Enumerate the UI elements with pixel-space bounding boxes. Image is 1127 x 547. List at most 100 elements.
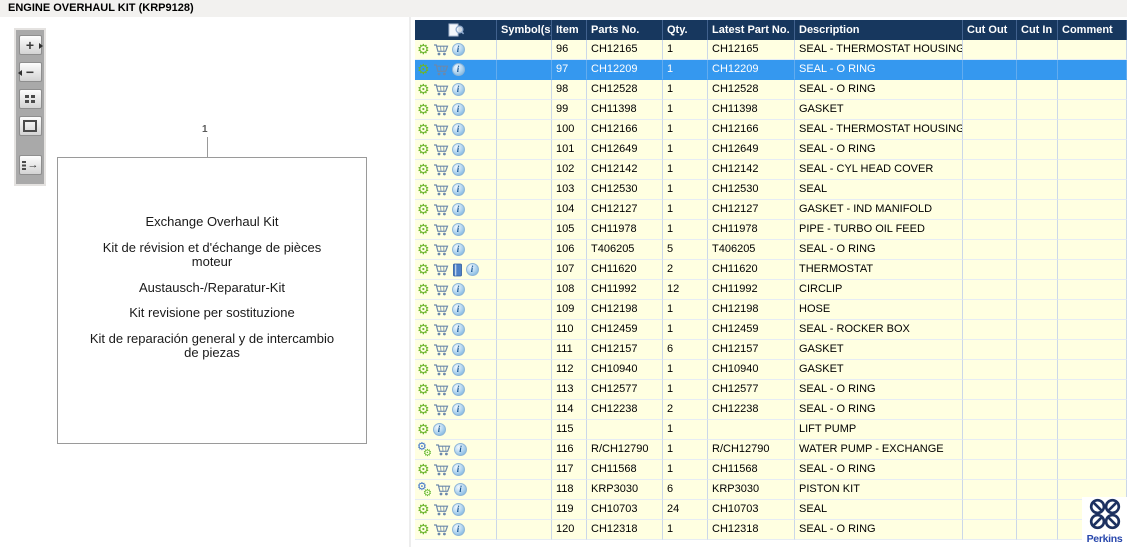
table-row[interactable]: ⚙ i 104 CH12127 1 CH12127 GASKET - IND MANIFOL…	[415, 200, 1127, 220]
add-to-cart-icon[interactable]	[433, 83, 449, 96]
pane-splitter[interactable]	[409, 17, 411, 547]
part-options-gear-icon[interactable]: ⚙	[417, 401, 430, 418]
column-header-cut-in[interactable]: Cut In	[1017, 20, 1058, 40]
add-to-cart-icon[interactable]	[433, 43, 449, 56]
part-options-gear-icon[interactable]: ⚙	[417, 41, 430, 58]
table-row[interactable]: ⚙ i 113 CH12577 1 CH12577 SEAL - O RING	[415, 380, 1127, 400]
part-info-icon[interactable]: i	[432, 423, 446, 436]
part-info-icon[interactable]: i	[451, 123, 465, 136]
part-info-icon[interactable]: i	[451, 163, 465, 176]
part-info-icon[interactable]: i	[451, 403, 465, 416]
part-info-icon[interactable]: i	[451, 383, 465, 396]
part-options-gear-icon[interactable]: ⚙	[417, 301, 430, 318]
table-row[interactable]: ⚙ i 106 T406205 5 T406205 SEAL - O RING	[415, 240, 1127, 260]
part-options-gear-icon[interactable]: ⚙	[417, 461, 430, 478]
zoom-out-button[interactable]: −	[17, 62, 42, 82]
part-info-icon[interactable]: i	[451, 463, 465, 476]
table-row[interactable]: ⚙ i 111 CH12157 6 CH12157 GASKET	[415, 340, 1127, 360]
table-row[interactable]: ⚙ i 103 CH12530 1 CH12530 SEAL	[415, 180, 1127, 200]
part-options-gear-icon[interactable]: ⚙	[417, 241, 430, 258]
part-options-gear-icon[interactable]: ⚙	[417, 501, 430, 518]
add-to-cart-icon[interactable]	[433, 523, 449, 536]
part-options-gear-icon[interactable]: ⚙	[417, 421, 430, 438]
part-info-icon[interactable]: i	[451, 203, 465, 216]
table-row[interactable]: ⚙ i 119 CH10703 24 CH10703 SEAL	[415, 500, 1127, 520]
part-info-icon[interactable]: i	[451, 63, 465, 76]
table-row[interactable]: ⚙ i 101 CH12649 1 CH12649 SEAL - O RING	[415, 140, 1127, 160]
part-options-gear-icon[interactable]: ⚙	[417, 281, 430, 298]
add-to-cart-icon[interactable]	[433, 63, 449, 76]
table-row[interactable]: ⚙ i 108 CH11992 12 CH11992 CIRCLIP	[415, 280, 1127, 300]
add-to-cart-icon[interactable]	[433, 183, 449, 196]
tile-view-button[interactable]	[18, 89, 42, 109]
part-options-gear-icon[interactable]: ⚙	[417, 221, 430, 238]
table-row[interactable]: ⚙ i 110 CH12459 1 CH12459 SEAL - ROCKER BOX	[415, 320, 1127, 340]
part-options-gear-icon[interactable]: ⚙	[417, 261, 430, 278]
column-header-symbols[interactable]: Symbol(s)	[497, 20, 552, 40]
column-header-cut-out[interactable]: Cut Out	[963, 20, 1017, 40]
part-info-icon[interactable]: i	[451, 363, 465, 376]
table-row[interactable]: ⚙ i 102 CH12142 1 CH12142 SEAL - CYL HEAD COVE…	[415, 160, 1127, 180]
table-row[interactable]: ⚙ i 97 CH12209 1 CH12209 SEAL - O RING	[415, 60, 1127, 80]
table-row[interactable]: ⚙ i 96 CH12165 1 CH12165 SEAL - THERMOSTAT HOU…	[415, 40, 1127, 60]
column-header-description[interactable]: Description	[795, 20, 963, 40]
table-row[interactable]: ⚙ i 117 CH11568 1 CH11568 SEAL - O RING	[415, 460, 1127, 480]
add-to-cart-icon[interactable]	[433, 363, 449, 376]
table-row[interactable]: ⚙ i 112 CH10940 1 CH10940 GASKET	[415, 360, 1127, 380]
exchange-part-gears-icon[interactable]: ⚙ ⚙	[417, 440, 432, 459]
part-options-gear-icon[interactable]: ⚙	[417, 201, 430, 218]
part-info-icon[interactable]: i	[465, 263, 479, 276]
column-header-qty[interactable]: Qty.	[663, 20, 708, 40]
part-options-gear-icon[interactable]: ⚙	[417, 161, 430, 178]
part-options-gear-icon[interactable]: ⚙	[417, 81, 430, 98]
add-to-cart-icon[interactable]	[433, 243, 449, 256]
part-info-icon[interactable]: i	[451, 143, 465, 156]
add-to-cart-icon[interactable]	[433, 143, 449, 156]
add-to-cart-icon[interactable]	[433, 503, 449, 516]
add-to-cart-icon[interactable]	[433, 323, 449, 336]
part-info-icon[interactable]: i	[451, 223, 465, 236]
add-to-cart-icon[interactable]	[435, 443, 451, 456]
part-options-gear-icon[interactable]: ⚙	[417, 361, 430, 378]
table-row[interactable]: ⚙ i 100 CH12166 1 CH12166 SEAL - THERMOSTAT HO…	[415, 120, 1127, 140]
zoom-in-button[interactable]: +	[18, 35, 43, 55]
add-to-cart-icon[interactable]	[433, 283, 449, 296]
table-row[interactable]: ⚙ ⚙ i 118 KRP3030 6 KRP3030 PISTON KIT	[415, 480, 1127, 500]
exchange-part-gears-icon[interactable]: ⚙ ⚙	[417, 480, 432, 499]
add-to-cart-icon[interactable]	[435, 483, 451, 496]
table-row[interactable]: ⚙ i 120 CH12318 1 CH12318 SEAL - O RING	[415, 520, 1127, 540]
add-to-cart-icon[interactable]	[433, 403, 449, 416]
part-options-gear-icon[interactable]: ⚙	[417, 341, 430, 358]
part-options-gear-icon[interactable]: ⚙	[417, 321, 430, 338]
part-info-icon[interactable]: i	[451, 323, 465, 336]
part-info-icon[interactable]: i	[451, 503, 465, 516]
toggle-panel-button[interactable]: →	[18, 155, 42, 175]
column-header-parts-no[interactable]: Parts No.	[587, 20, 663, 40]
column-header-item[interactable]: Item	[552, 20, 587, 40]
table-row[interactable]: ⚙ ⚙ i 116 R/CH12790 1 R/CH12790 WATER PUMP - EX…	[415, 440, 1127, 460]
part-options-gear-icon[interactable]: ⚙	[417, 141, 430, 158]
add-to-cart-icon[interactable]	[433, 303, 449, 316]
part-info-icon[interactable]: i	[454, 443, 467, 456]
part-options-gear-icon[interactable]: ⚙	[417, 181, 430, 198]
table-row[interactable]: ⚙ i 115 1 LIFT PUMP	[415, 420, 1127, 440]
diagram-box[interactable]: Exchange Overhaul Kit Kit de révision et …	[57, 157, 367, 444]
part-options-gear-icon[interactable]: ⚙	[417, 61, 430, 78]
table-row[interactable]: ⚙ i 98 CH12528 1 CH12528 SEAL - O RING	[415, 80, 1127, 100]
part-info-icon[interactable]: i	[454, 483, 467, 496]
part-info-icon[interactable]: i	[451, 243, 465, 256]
part-info-icon[interactable]: i	[451, 43, 465, 56]
column-header-icon[interactable]	[415, 20, 497, 40]
add-to-cart-icon[interactable]	[433, 223, 449, 236]
add-to-cart-icon[interactable]	[433, 123, 449, 136]
column-header-latest-part-no[interactable]: Latest Part No.	[708, 20, 795, 40]
table-row[interactable]: ⚙ i 107 CH11620 2 CH11620 THERMOSTAT	[415, 260, 1127, 280]
add-to-cart-icon[interactable]	[433, 263, 449, 276]
part-info-icon[interactable]: i	[451, 83, 465, 96]
add-to-cart-icon[interactable]	[433, 163, 449, 176]
table-row[interactable]: ⚙ i 114 CH12238 2 CH12238 SEAL - O RING	[415, 400, 1127, 420]
add-to-cart-icon[interactable]	[433, 203, 449, 216]
add-to-cart-icon[interactable]	[433, 343, 449, 356]
part-options-gear-icon[interactable]: ⚙	[417, 101, 430, 118]
part-info-icon[interactable]: i	[451, 283, 465, 296]
